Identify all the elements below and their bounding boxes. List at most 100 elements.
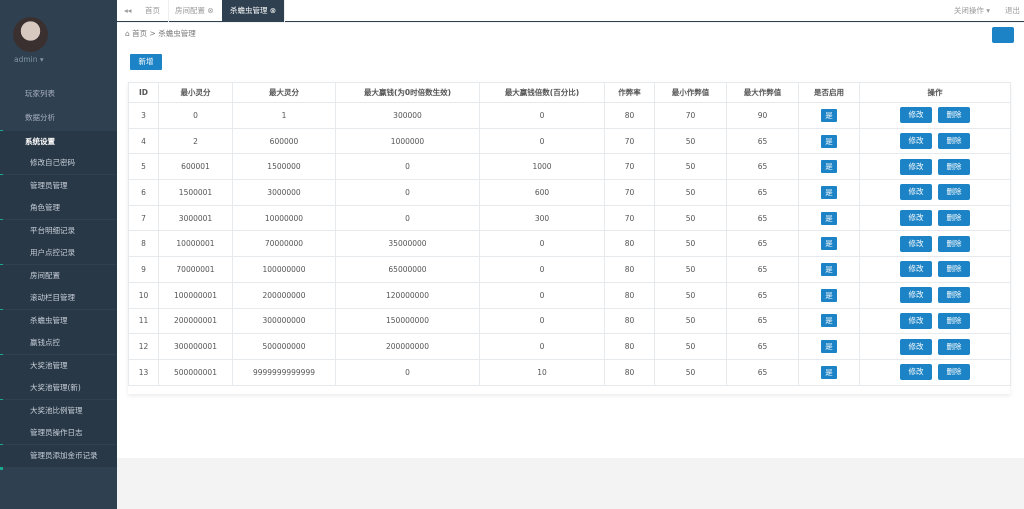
cell: 12 <box>128 333 159 360</box>
cell: 修改 删除 <box>859 281 1011 309</box>
edit-button[interactable]: 修改 <box>900 287 932 304</box>
submenu-item[interactable]: 平台明细记录 <box>0 219 117 242</box>
edit-button[interactable]: 修改 <box>900 107 932 124</box>
cell: 65 <box>726 333 799 360</box>
cell: 是 <box>798 179 860 206</box>
cell: 10 <box>479 358 605 386</box>
cell: 1000 <box>479 153 605 181</box>
cell: 1500001 <box>158 179 233 206</box>
menu-item[interactable]: 系统设置 <box>0 131 117 153</box>
cell: 50 <box>654 333 727 360</box>
enabled-badge: 是 <box>821 365 837 379</box>
cell: 120000000 <box>335 281 480 309</box>
delete-button[interactable]: 删除 <box>938 364 970 381</box>
enabled-badge: 是 <box>821 108 837 122</box>
edit-button[interactable]: 修改 <box>900 312 932 329</box>
submenu-item[interactable]: 杀蟾虫管理 <box>0 309 117 332</box>
submenu-item[interactable]: 房间配置 <box>0 264 117 287</box>
cell: 0 <box>335 204 480 232</box>
delete-button[interactable]: 删除 <box>938 312 970 329</box>
cell: 是 <box>798 256 860 283</box>
edit-button[interactable]: 修改 <box>900 210 932 227</box>
cell: 是 <box>798 230 860 258</box>
edit-button[interactable]: 修改 <box>900 261 932 278</box>
cell: 70 <box>604 153 655 181</box>
submenu-item[interactable]: 修改自己密码 <box>0 152 117 174</box>
submenu-item[interactable]: 大奖池比例管理 <box>0 399 117 422</box>
delete-button[interactable]: 删除 <box>938 107 970 124</box>
table-row: 3 0 1 300000 0 80 70 90 是修改 删除 <box>128 102 1011 129</box>
delete-button[interactable]: 删除 <box>938 133 970 150</box>
menu-item[interactable]: 玩家列表 <box>25 89 55 98</box>
header-cell: 操作 <box>859 82 1011 103</box>
cell: 修改 删除 <box>859 204 1011 232</box>
delete-button[interactable]: 删除 <box>938 261 970 278</box>
submenu-item[interactable]: 大奖池管理 <box>0 354 117 377</box>
tab-label: 房间配置 <box>175 6 205 15</box>
submenu-item[interactable]: 滚动栏目管理 <box>0 287 117 309</box>
tab-close[interactable]: ⊗ <box>267 6 277 15</box>
menu-item[interactable]: 数据分析 <box>25 113 55 122</box>
crumb-current: 杀蟾虫管理 <box>158 29 196 38</box>
submenu-item[interactable]: 管理员管理 <box>0 174 117 197</box>
table-row: 8 10000001 70000000 35000000 0 80 50 65 是 修改 删除 <box>128 230 1011 258</box>
edit-button[interactable]: 修改 <box>900 338 932 355</box>
sidebar: admin ▾ 玩家列表 数据分析 系统设置 修改自己密码 管理员管理 角色管理 平台… <box>0 0 117 509</box>
cell: 1500000 <box>232 153 336 181</box>
cell: 0 <box>335 179 480 206</box>
cell: 65 <box>726 179 799 206</box>
delete-button[interactable]: 删除 <box>938 158 970 175</box>
delete-button[interactable]: 删除 <box>938 210 970 227</box>
logout[interactable]: 退出 <box>1005 6 1020 15</box>
cell: 50 <box>654 358 727 386</box>
refresh-button[interactable] <box>992 27 1014 43</box>
delete-button[interactable]: 删除 <box>938 287 970 304</box>
submenu-item[interactable]: 角色管理 <box>0 197 117 219</box>
tab-label: 杀蟾虫管理 <box>230 6 268 15</box>
submenu-item[interactable]: 管理员操作日志 <box>0 422 117 444</box>
tab-prev[interactable]: ◂◂ <box>124 6 132 15</box>
cell: 200000000 <box>232 281 336 309</box>
tab[interactable]: 房间配置 ⊗ <box>167 0 223 22</box>
tab[interactable]: 杀蟾虫管理 ⊗ <box>222 0 286 22</box>
submenu-item[interactable]: 用户点控记录 <box>0 242 117 264</box>
tab-close[interactable]: ⊗ <box>205 6 214 15</box>
cell: 70000000 <box>232 230 336 258</box>
cell: 0 <box>479 256 605 283</box>
cell: 300000000 <box>232 307 336 335</box>
submenu-item[interactable]: 大奖池管理(新) <box>0 377 117 399</box>
cell: 13 <box>128 358 159 386</box>
edit-button[interactable]: 修改 <box>900 364 932 381</box>
cell: 150000000 <box>335 307 480 335</box>
user-name[interactable]: admin ▾ <box>14 55 44 64</box>
cell: 80 <box>604 256 655 283</box>
table-row: 5 600001 1500000 0 1000 70 50 65 是 修改 删除 <box>128 153 1011 181</box>
close-ops[interactable]: 关闭操作 ▾ <box>953 6 990 15</box>
delete-button[interactable]: 删除 <box>938 235 970 252</box>
edit-button[interactable]: 修改 <box>900 184 932 201</box>
edit-button[interactable]: 修改 <box>900 235 932 252</box>
delete-button[interactable]: 删除 <box>938 184 970 201</box>
enabled-badge: 是 <box>821 340 837 354</box>
cell: 500000000 <box>232 333 336 360</box>
cell: 65 <box>726 204 799 232</box>
tab[interactable]: 首页 <box>137 0 169 22</box>
cell: 70 <box>604 204 655 232</box>
cell: 2 <box>158 127 233 155</box>
tab-label: 首页 <box>145 6 160 15</box>
table-row: 9 70000001 100000000 65000000 0 80 50 65 是 修改 删除 <box>128 256 1011 283</box>
cell: 3000001 <box>158 204 233 232</box>
cell: 0 <box>158 102 233 129</box>
edit-button[interactable]: 修改 <box>900 133 932 150</box>
submenu-item[interactable]: 赢钱点控 <box>0 332 117 354</box>
delete-button[interactable]: 删除 <box>938 338 970 355</box>
cell: 修改 删除 <box>859 179 1011 206</box>
add-button[interactable]: 新增 <box>130 54 162 70</box>
cell: 80 <box>604 281 655 309</box>
header-cell: 最大赢钱(为0时倍数生效) <box>335 82 480 103</box>
submenu-item[interactable]: 管理员添加金币记录 <box>0 444 117 467</box>
cell: 65 <box>726 230 799 258</box>
edit-button[interactable]: 修改 <box>900 158 932 175</box>
crumb-home[interactable]: 首页 <box>132 29 148 38</box>
